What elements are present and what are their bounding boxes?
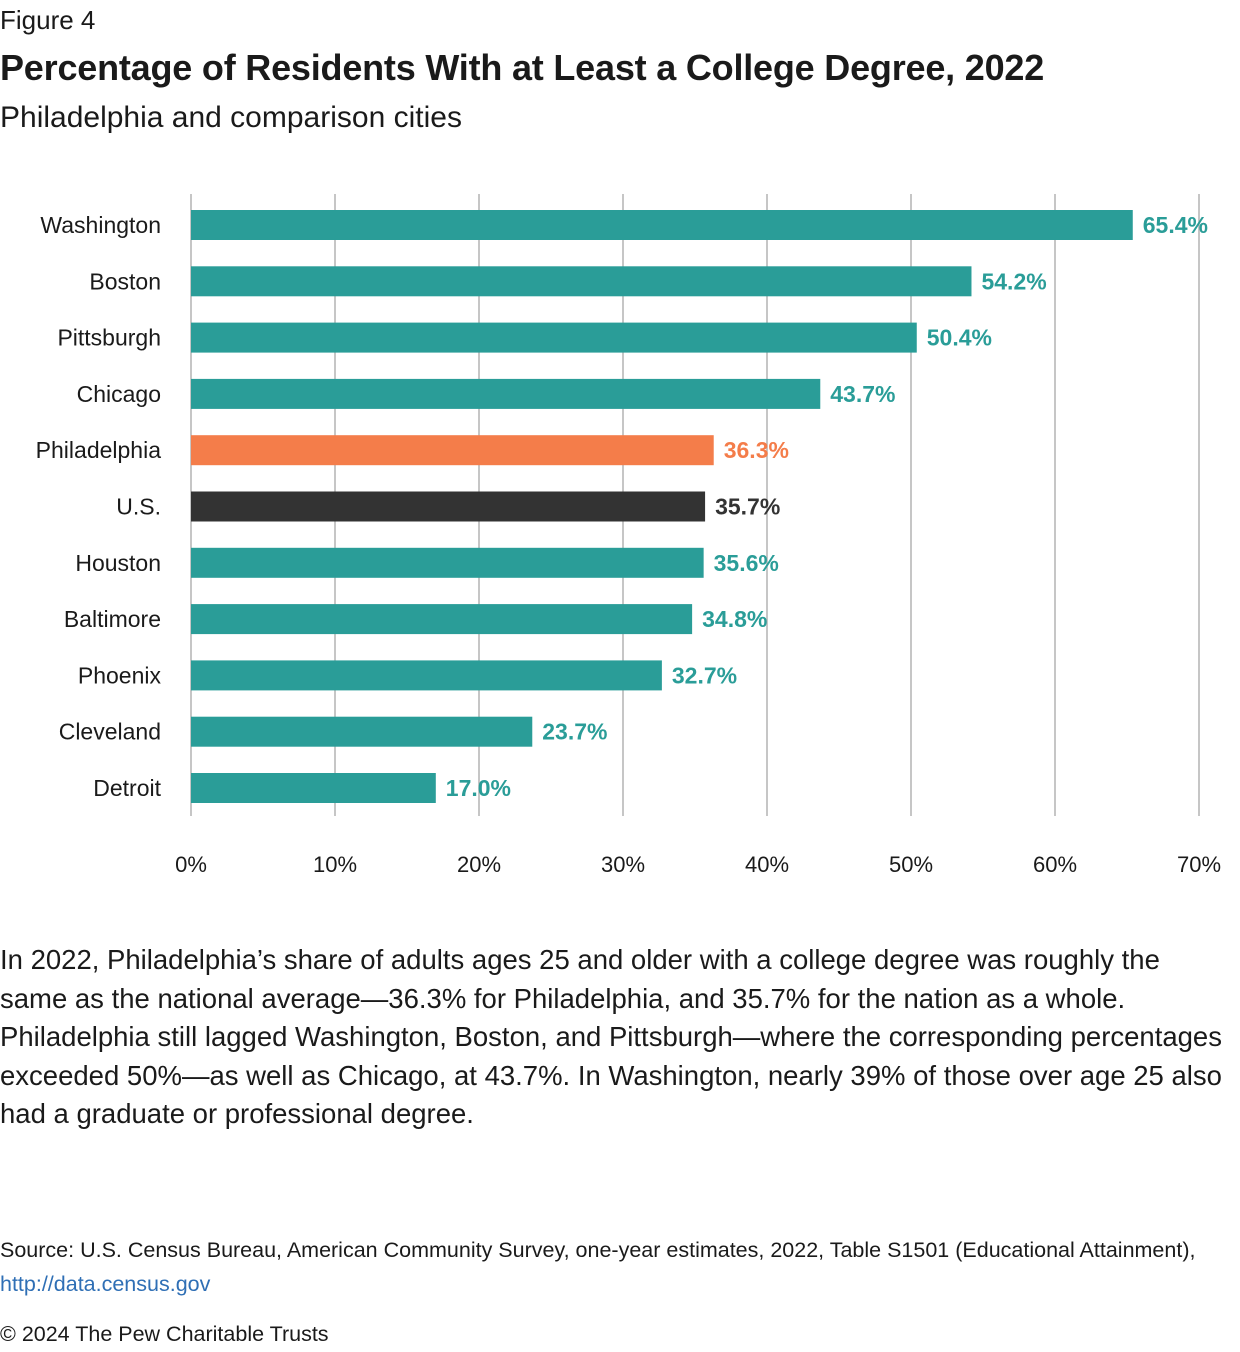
category-label: Detroit (93, 775, 161, 801)
bar-baltimore (191, 604, 693, 635)
category-label: Houston (75, 550, 161, 576)
bar-chart: 0% 10% 20% 30% 40% 50% 60% 70% Washington 65.4% Bo… (0, 170, 1240, 890)
value-label: 32.7% (672, 662, 737, 688)
x-tick-label: 50% (889, 852, 933, 877)
x-tick-label: 20% (457, 852, 501, 877)
x-tick-label: 70% (1177, 852, 1221, 877)
value-label: 54.2% (981, 268, 1046, 294)
source-text: Source: U.S. Census Bureau, American Com… (0, 1238, 1196, 1262)
category-label: Phoenix (78, 662, 162, 688)
bar-washington (191, 210, 1133, 240)
value-label: 35.6% (714, 550, 779, 576)
value-label: 34.8% (702, 606, 767, 632)
source-note: Source: U.S. Census Bureau, American Com… (0, 1233, 1240, 1301)
source-link[interactable]: http://data.census.gov (0, 1272, 211, 1296)
bar-boston (191, 266, 972, 297)
category-label: Philadelphia (36, 437, 162, 463)
category-label: U.S. (116, 494, 161, 520)
bar-chicago (191, 378, 821, 409)
x-tick-label: 10% (313, 852, 357, 877)
bar-u-s (191, 491, 706, 522)
x-tick-label: 0% (175, 852, 207, 877)
value-label: 43.7% (830, 381, 895, 407)
bar-philadelphia (191, 435, 714, 466)
x-tick-label: 30% (601, 852, 645, 877)
bar-phoenix (191, 660, 662, 691)
copyright: © 2024 The Pew Charitable Trusts (0, 1322, 329, 1346)
value-label: 36.3% (724, 437, 789, 463)
category-label: Washington (40, 212, 161, 238)
value-label: 17.0% (446, 775, 511, 801)
category-label: Boston (89, 268, 161, 294)
chart-subtitle: Philadelphia and comparison cities (0, 101, 462, 134)
category-label: Baltimore (64, 606, 161, 632)
bar-chart-svg: 0% 10% 20% 30% 40% 50% 60% 70% Washington 65.4% Bo… (36, 194, 1221, 877)
x-tick-label: 40% (745, 852, 789, 877)
value-label: 35.7% (715, 494, 780, 520)
figure-label: Figure 4 (0, 5, 96, 35)
chart-title: Percentage of Residents With at Least a … (0, 47, 1045, 88)
x-tick-label: 60% (1033, 852, 1077, 877)
chart-caption: In 2022, Philadelphia’s share of adults … (0, 944, 1222, 1130)
value-label: 50.4% (927, 325, 992, 351)
bar-detroit (191, 773, 436, 803)
category-label: Chicago (77, 381, 161, 407)
category-label: Cleveland (59, 719, 161, 745)
category-label: Pittsburgh (57, 325, 161, 351)
bar-pittsburgh (191, 322, 917, 353)
value-label: 23.7% (542, 719, 607, 745)
value-label: 65.4% (1143, 212, 1208, 238)
bar-cleveland (191, 716, 533, 747)
bar-houston (191, 547, 704, 578)
